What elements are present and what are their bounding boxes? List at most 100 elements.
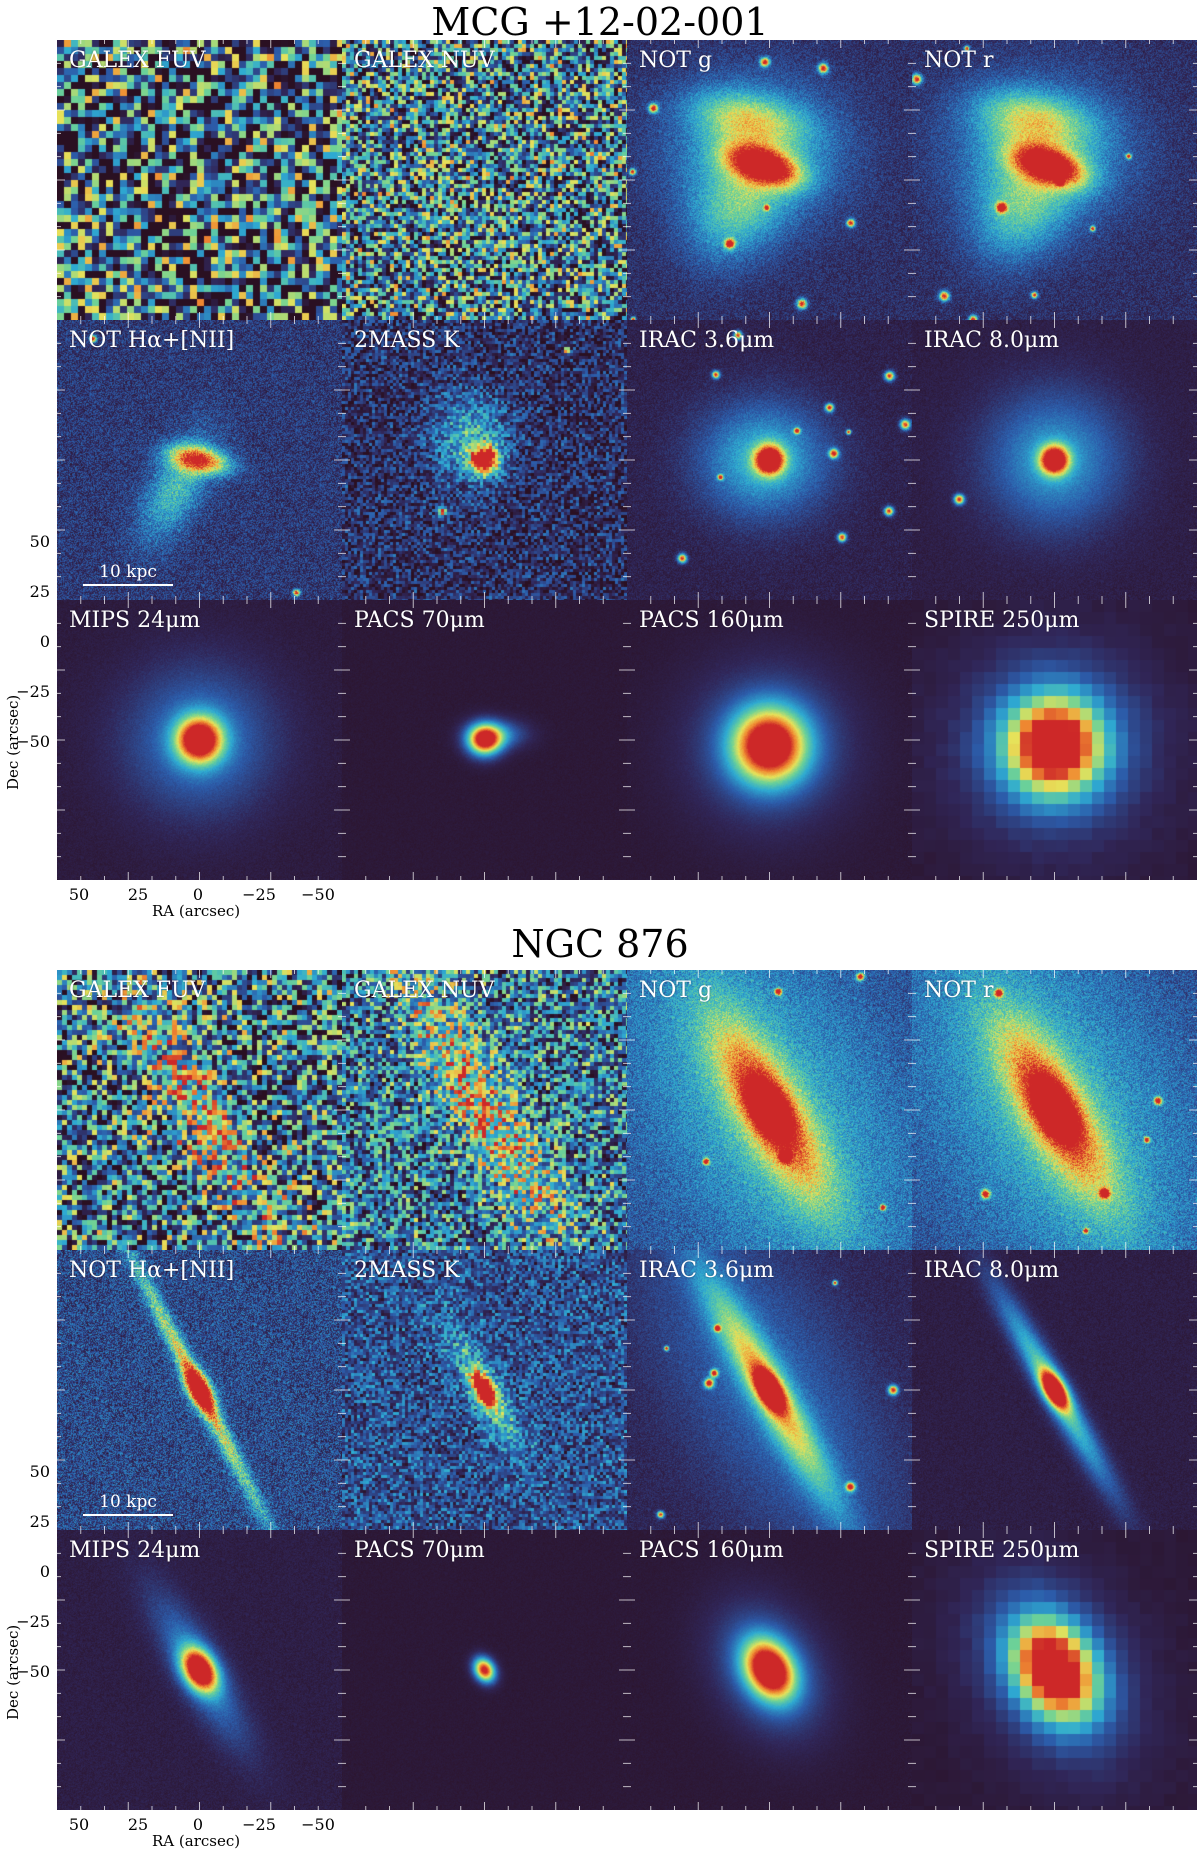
y-axis-ngc: 50 25 0 −25 −50 — [0, 1462, 50, 1810]
panel-label: 2MASS K — [354, 1258, 460, 1283]
panel-grid-mcg: GALEX FUV GALEX NUV NOT g NOT r NOT Hα+[NII]… — [57, 40, 1197, 880]
x-axis-mcg: 50 25 0 −25 −50 — [57, 885, 342, 905]
scale-bar-line — [83, 584, 173, 586]
x-tick: 25 — [127, 1815, 149, 1834]
scale-bar-label: 10 kpc — [99, 1492, 157, 1512]
astronomical-image — [57, 320, 342, 600]
y-tick: −25 — [16, 682, 50, 701]
image-panel: MIPS 24μm — [57, 1530, 342, 1810]
panel-label: GALEX FUV — [69, 48, 206, 73]
y-tick: 50 — [29, 1462, 50, 1481]
x-tick: −50 — [301, 885, 335, 904]
image-panel: IRAC 3.6μm — [627, 320, 912, 600]
y-axis-mcg: 50 25 0 −25 −50 — [0, 532, 50, 880]
astronomical-image — [912, 1530, 1197, 1810]
astronomical-image — [912, 1250, 1197, 1530]
image-panel: PACS 70μm — [342, 600, 627, 880]
y-tick: 25 — [29, 582, 50, 601]
panel-label: MIPS 24μm — [69, 1538, 201, 1563]
x-tick: 50 — [68, 1815, 90, 1834]
panel-label: PACS 70μm — [354, 608, 485, 633]
panel-label: IRAC 3.6μm — [639, 328, 775, 353]
panel-label: NOT g — [639, 978, 713, 1003]
y-axis-label-mcg: Dec (arcsec) — [4, 694, 22, 790]
image-panel: GALEX NUV — [342, 40, 627, 320]
x-tick: −25 — [242, 1815, 276, 1834]
image-panel: PACS 70μm — [342, 1530, 627, 1810]
image-panel: NOT r — [912, 970, 1197, 1250]
astronomical-image — [912, 40, 1197, 320]
y-tick: 50 — [29, 532, 50, 551]
panel-label: NOT r — [924, 48, 994, 73]
y-axis-label-ngc: Dec (arcsec) — [4, 1624, 22, 1720]
astronomical-image — [342, 600, 627, 880]
image-panel: 2MASS K — [342, 1250, 627, 1530]
panel-label: GALEX FUV — [69, 978, 206, 1003]
image-panel: NOT Hα+[NII] 10 kpc — [57, 320, 342, 600]
astronomical-image — [342, 970, 627, 1250]
astronomical-image — [57, 1250, 342, 1530]
scale-bar-label: 10 kpc — [99, 562, 157, 582]
panel-label: 2MASS K — [354, 328, 460, 353]
astronomical-image — [627, 40, 912, 320]
astronomical-image — [57, 600, 342, 880]
y-tick: 25 — [29, 1512, 50, 1531]
panel-label: IRAC 8.0μm — [924, 328, 1060, 353]
x-tick: 50 — [68, 885, 90, 904]
astronomical-image — [627, 320, 912, 600]
image-panel: IRAC 8.0μm — [912, 320, 1197, 600]
panel-label: GALEX NUV — [354, 48, 495, 73]
x-axis-label-mcg: RA (arcsec) — [152, 902, 241, 920]
image-panel: NOT g — [627, 40, 912, 320]
panel-label: PACS 160μm — [639, 1538, 784, 1563]
panel-label: PACS 70μm — [354, 1538, 485, 1563]
panel-label: NOT Hα+[NII] — [69, 328, 235, 353]
astronomical-image — [342, 1250, 627, 1530]
panel-label: IRAC 8.0μm — [924, 1258, 1060, 1283]
astronomical-image — [912, 970, 1197, 1250]
astronomical-image — [342, 1530, 627, 1810]
panel-label: PACS 160μm — [639, 608, 784, 633]
y-tick: −25 — [16, 1612, 50, 1631]
image-panel: NOT Hα+[NII] 10 kpc — [57, 1250, 342, 1530]
image-panel: 2MASS K — [342, 320, 627, 600]
astronomical-image — [627, 1250, 912, 1530]
panel-label: NOT g — [639, 48, 713, 73]
scale-bar: 10 kpc — [83, 1492, 173, 1516]
panel-label: GALEX NUV — [354, 978, 495, 1003]
image-panel: IRAC 3.6μm — [627, 1250, 912, 1530]
panel-label: MIPS 24μm — [69, 608, 201, 633]
astronomical-image — [627, 1530, 912, 1810]
y-tick: −50 — [16, 1662, 50, 1681]
x-tick: 0 — [192, 885, 204, 904]
y-tick: 0 — [39, 1562, 50, 1581]
y-tick: 0 — [39, 632, 50, 651]
figure-title-ngc: NGC 876 — [511, 922, 689, 966]
panel-label: SPIRE 250μm — [924, 1538, 1080, 1563]
x-tick: 25 — [127, 885, 149, 904]
scale-bar-line — [83, 1514, 173, 1516]
scale-bar: 10 kpc — [83, 562, 173, 586]
image-panel: NOT g — [627, 970, 912, 1250]
astronomical-image — [342, 320, 627, 600]
astronomical-image — [342, 40, 627, 320]
astronomical-image — [57, 40, 342, 320]
figure-title-mcg: MCG +12-02-001 — [431, 0, 769, 44]
astronomical-image — [57, 1530, 342, 1810]
astronomical-image — [912, 320, 1197, 600]
panel-label: SPIRE 250μm — [924, 608, 1080, 633]
astronomical-image — [912, 600, 1197, 880]
image-panel: SPIRE 250μm — [912, 600, 1197, 880]
x-tick: 0 — [192, 1815, 204, 1834]
x-axis-ngc: 50 25 0 −25 −50 — [57, 1815, 342, 1835]
image-panel: IRAC 8.0μm — [912, 1250, 1197, 1530]
image-panel: GALEX FUV — [57, 40, 342, 320]
image-panel: PACS 160μm — [627, 600, 912, 880]
image-panel: MIPS 24μm — [57, 600, 342, 880]
image-panel: NOT r — [912, 40, 1197, 320]
astronomical-image — [57, 970, 342, 1250]
y-tick: −50 — [16, 732, 50, 751]
panel-label: IRAC 3.6μm — [639, 1258, 775, 1283]
image-panel: GALEX NUV — [342, 970, 627, 1250]
astronomical-image — [627, 970, 912, 1250]
